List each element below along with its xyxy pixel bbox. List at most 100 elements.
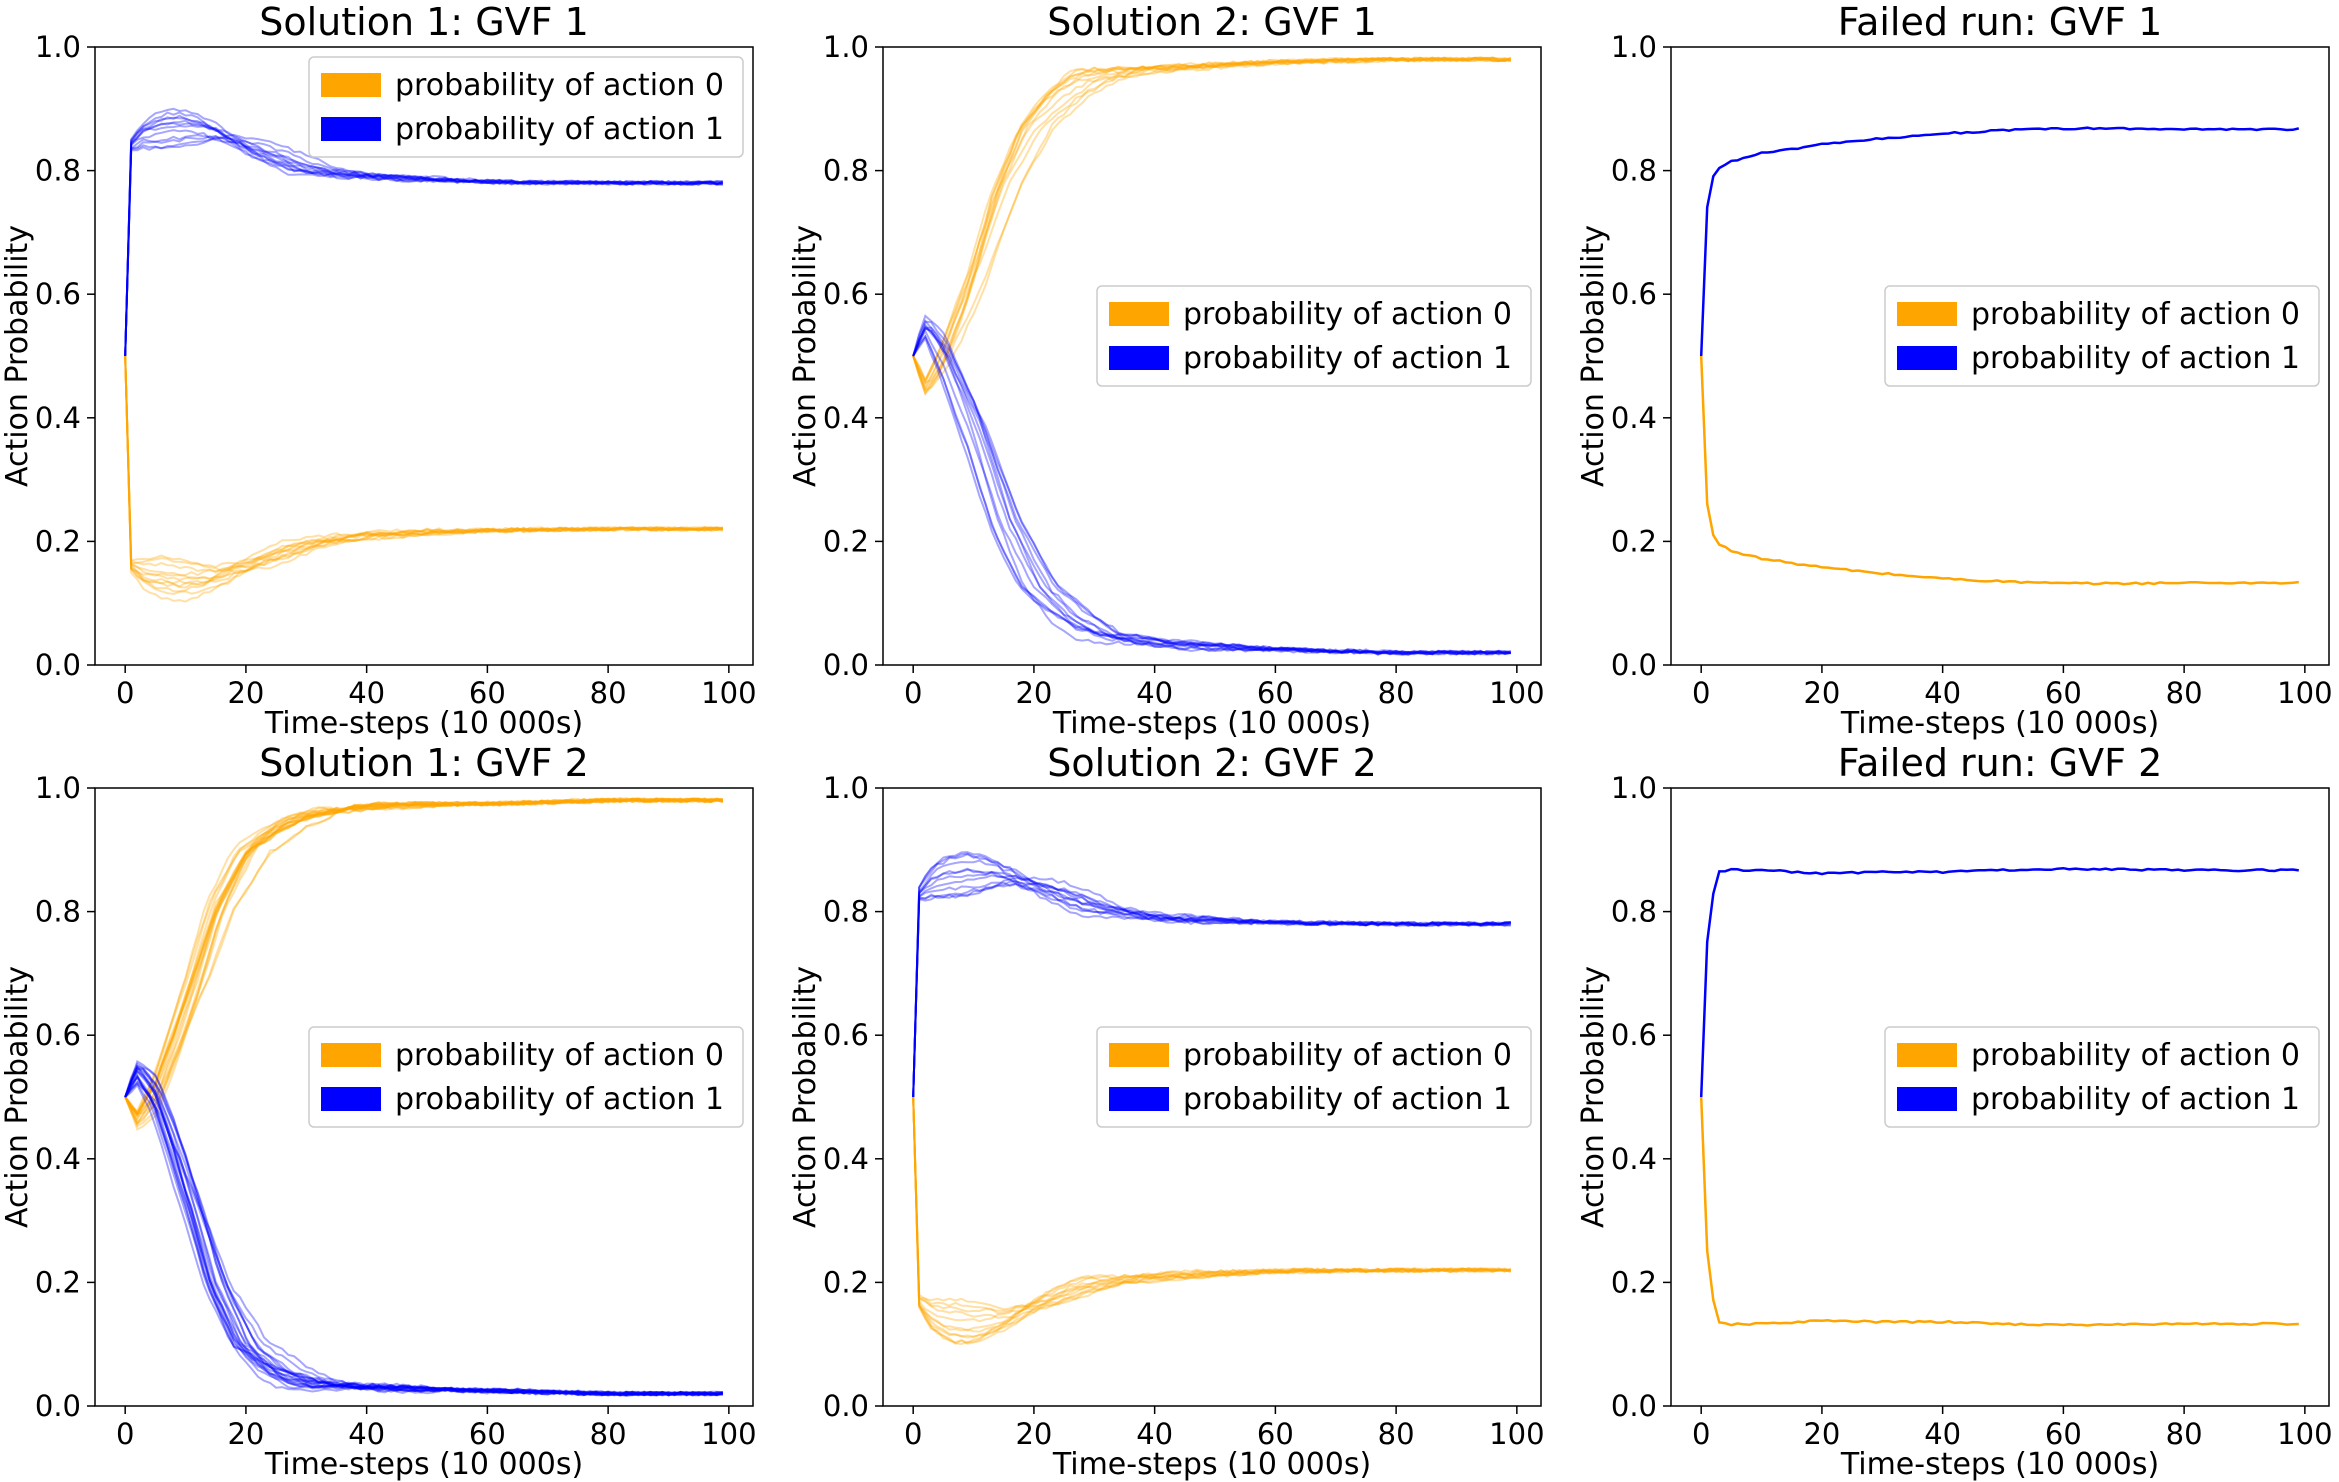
- action0-run-line: [124, 355, 723, 573]
- legend-swatch-action1: [321, 1087, 381, 1111]
- x-tick-label: 80: [590, 1417, 627, 1451]
- x-tick-label: 60: [469, 676, 506, 710]
- action1-run-line: [912, 851, 1511, 1098]
- action1-run-line: [912, 874, 1511, 1098]
- x-tick-label: 80: [2166, 676, 2203, 710]
- action0-run-line: [912, 1096, 1511, 1319]
- action0-run-line: [124, 797, 723, 1113]
- plot-frame: [94, 46, 754, 666]
- legend-swatch-action1: [1897, 1087, 1957, 1111]
- action0-run-line: [912, 1096, 1512, 1333]
- x-tick-label: 100: [1489, 676, 1544, 710]
- panel-title: Failed run: GVF 1: [1838, 0, 2163, 44]
- series-lines: [124, 107, 724, 603]
- x-tick-label: 40: [1136, 676, 1173, 710]
- action0-run-line: [124, 797, 723, 1121]
- action1-run-line: [124, 119, 724, 357]
- panel-failed-run-gvf2: Failed run: GVF 2 Time-steps (10 000s) A…: [1576, 741, 2333, 1482]
- action1-run-line: [912, 852, 1511, 1098]
- y-tick-label: 1.0: [823, 30, 869, 64]
- action1-run-line: [124, 1083, 723, 1397]
- x-tick-label: 100: [2277, 1417, 2332, 1451]
- action0-run-line: [912, 1096, 1511, 1346]
- series-lines: [1699, 126, 2300, 586]
- action1-run-line: [912, 882, 1511, 1098]
- action0-run-line: [124, 797, 723, 1127]
- plot-frame: [1670, 46, 2330, 666]
- panel-title: Solution 2: GVF 1: [1047, 0, 1377, 44]
- x-tick-label: 80: [2166, 1417, 2203, 1451]
- action0-run-line: [124, 797, 723, 1116]
- y-tick-label: 1.0: [1611, 30, 1657, 64]
- action0-run-line: [124, 797, 723, 1116]
- y-tick-label: 0.2: [35, 1265, 81, 1299]
- action0-run-line: [124, 797, 723, 1126]
- action0-run-line: [124, 797, 723, 1117]
- legend-swatch-action0: [321, 1043, 381, 1067]
- x-tick-label: 0: [1692, 1417, 1710, 1451]
- y-tick-label: 0.2: [35, 524, 81, 558]
- action0-run-line: [124, 797, 723, 1131]
- action0-run-line: [912, 56, 1512, 396]
- legend-swatch-action0: [321, 73, 381, 97]
- x-tick-label: 80: [590, 676, 627, 710]
- legend-label-action0: probability of action 0: [1183, 1038, 1512, 1073]
- x-tick-label: 20: [1803, 676, 1840, 710]
- action1-run-line: [124, 114, 723, 357]
- y-tick-label: 0.8: [1611, 895, 1657, 929]
- legend-swatch-action0: [1109, 1043, 1169, 1067]
- x-tick-label: 100: [701, 1417, 756, 1451]
- action1-run-line: [912, 876, 1511, 1098]
- x-tick-label: 20: [1015, 1417, 1052, 1451]
- action0-run-line: [912, 1096, 1511, 1339]
- legend: probability of action 0 probability of ac…: [1096, 1026, 1532, 1128]
- action0-run-line: [124, 355, 724, 580]
- action0-run-line: [124, 355, 724, 589]
- action1-run-line: [912, 323, 1511, 656]
- action1-run-line: [124, 1064, 724, 1397]
- action1-run-line: [124, 137, 723, 357]
- x-axis-label: Time-steps (10 000s): [1052, 706, 1371, 741]
- action1-run-line: [912, 880, 1512, 1098]
- y-tick-label: 0.0: [1611, 1389, 1657, 1423]
- action0-run-line: [124, 797, 724, 1114]
- y-tick-label: 0.0: [35, 1389, 81, 1423]
- x-tick-label: 100: [2277, 676, 2332, 710]
- y-axis-label: Action Probability: [0, 225, 35, 487]
- x-tick-label: 60: [2045, 1417, 2082, 1451]
- y-tick-label: 0.2: [1611, 1265, 1657, 1299]
- x-tick-label: 60: [469, 1417, 506, 1451]
- legend-box: [1884, 285, 2320, 387]
- legend-label-action0: probability of action 0: [1183, 297, 1512, 332]
- action1-run-line: [1699, 866, 2299, 1098]
- x-tick-label: 0: [116, 676, 134, 710]
- x-tick-label: 40: [1136, 1417, 1173, 1451]
- action1-run-line: [124, 135, 724, 357]
- x-tick-label: 0: [1692, 676, 1710, 710]
- action0-run-line: [912, 56, 1511, 383]
- action0-run-line: [912, 56, 1511, 392]
- action0-run-line: [124, 797, 724, 1115]
- action1-run-line: [124, 1073, 724, 1397]
- y-tick-label: 0.4: [1611, 1142, 1657, 1176]
- legend-box: [1096, 1026, 1532, 1128]
- x-tick-label: 20: [1803, 1417, 1840, 1451]
- action0-run-line: [912, 56, 1511, 385]
- action0-run-line: [912, 1096, 1512, 1323]
- action1-run-line: [912, 326, 1511, 656]
- action0-run-line: [124, 797, 723, 1117]
- plot-frame: [1670, 787, 2330, 1407]
- action0-run-line: [124, 797, 723, 1122]
- action1-run-line: [124, 1062, 724, 1397]
- legend-label-action0: probability of action 0: [1971, 1038, 2300, 1073]
- y-tick-label: 0.6: [1611, 277, 1657, 311]
- legend-swatch-action1: [1897, 346, 1957, 370]
- action0-run-line: [912, 56, 1512, 387]
- action0-run-line: [912, 1096, 1512, 1311]
- y-tick-label: 0.4: [1611, 401, 1657, 435]
- legend-swatch-action1: [321, 117, 381, 141]
- y-tick-label: 0.6: [1611, 1018, 1657, 1052]
- legend-box: [1096, 285, 1532, 387]
- action0-run-line: [912, 1096, 1511, 1332]
